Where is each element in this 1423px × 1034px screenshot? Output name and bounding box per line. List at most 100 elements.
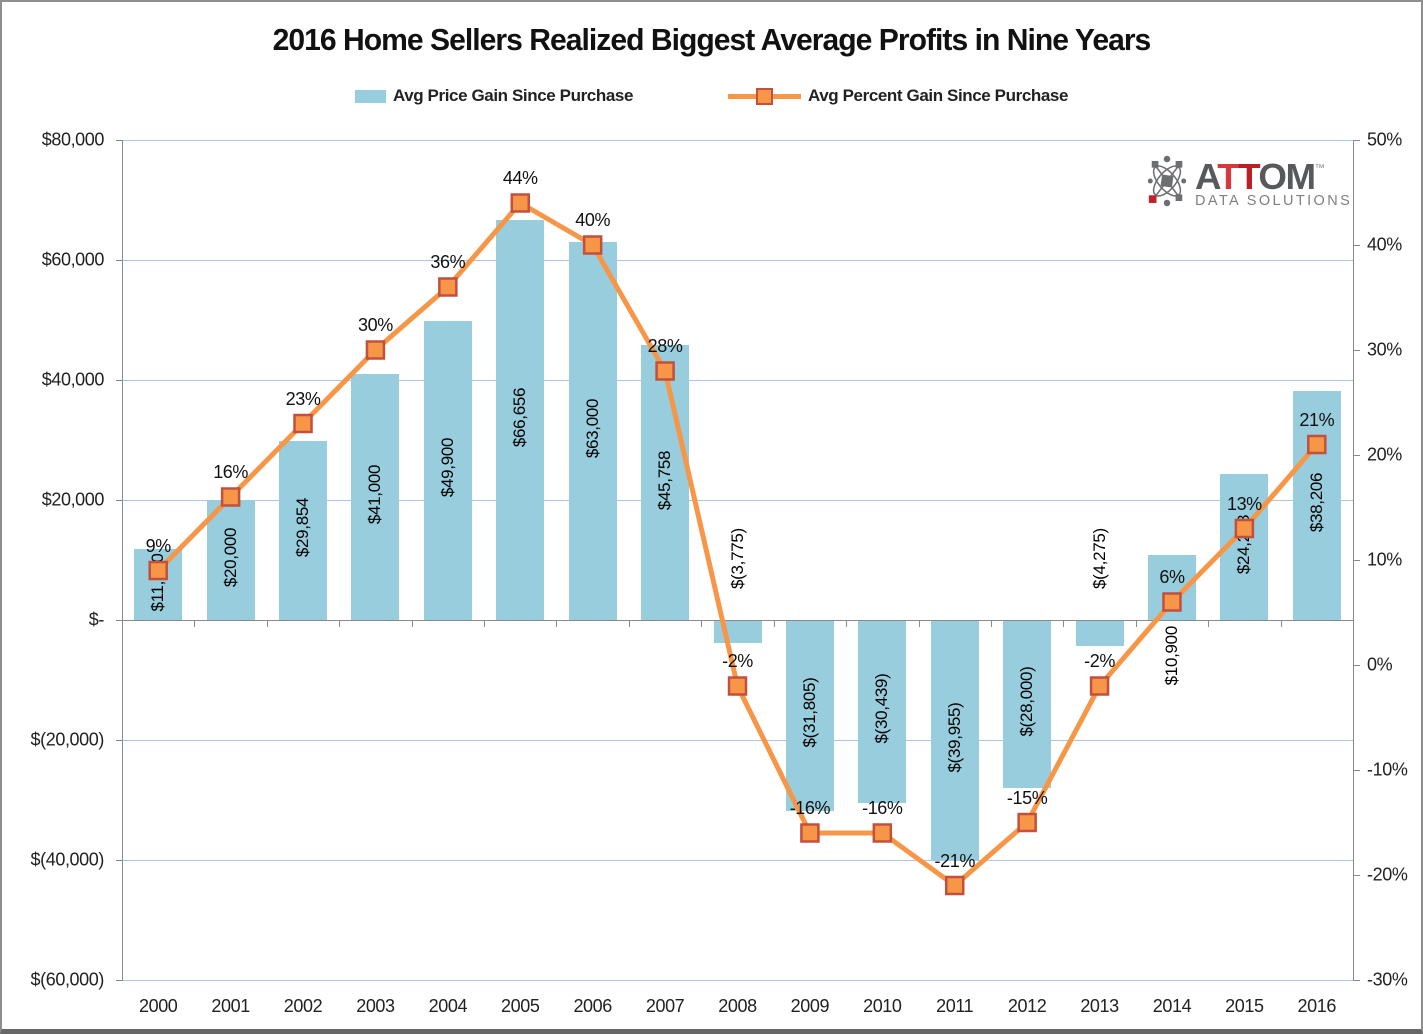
percent-marker-2008: [727, 676, 748, 696]
percent-label-2001: 16%: [213, 462, 249, 482]
bar-value-text: $66,656: [510, 387, 530, 448]
right-axis-label: 30%: [1367, 339, 1402, 360]
category-axis-tick: [701, 620, 703, 627]
left-axis-tick: [116, 740, 122, 741]
right-axis-label: 20%: [1367, 444, 1402, 465]
percent-marker-2011: [944, 875, 965, 896]
bar-value-text: $(39,955): [944, 702, 964, 773]
bar-value-text: $45,758: [655, 450, 675, 510]
bar-value-label-2015: $24,288: [1234, 515, 1254, 579]
percent-label-2004: 36%: [430, 252, 466, 272]
percent-marker-2003: [365, 340, 386, 360]
bar-value-label-2012: $(28,000): [1017, 666, 1037, 741]
bar-value-text: $49,900: [437, 438, 457, 498]
bar-2013: [1075, 620, 1124, 646]
line-swatch-marker: [756, 87, 773, 105]
x-axis-label-2012: 2012: [1007, 996, 1047, 1016]
x-axis-label-2000: 2000: [138, 996, 178, 1016]
gridline: [122, 380, 1353, 381]
bar-value-label-2009: $(31,805): [800, 678, 820, 753]
right-axis-tick: [1354, 245, 1360, 246]
bar-value-text: $29,854: [293, 498, 313, 558]
category-axis-tick: [556, 620, 558, 627]
bar-2008: [713, 620, 762, 643]
percent-label-2003: 30%: [358, 315, 393, 335]
bar-value-text: $24,288: [1234, 514, 1254, 575]
bar-value-label-2002: $29,854: [293, 498, 313, 562]
left-axis-tick: [116, 380, 122, 381]
category-axis-tick: [339, 620, 341, 627]
category-axis-tick: [1280, 620, 1282, 627]
x-axis-label-2007: 2007: [645, 996, 685, 1016]
bar-value-label-2006: $63,000: [583, 399, 603, 463]
right-axis-label: -20%: [1367, 864, 1408, 885]
left-axis-label: $(60,000): [30, 969, 105, 990]
right-axis-tick: [1354, 560, 1360, 561]
legend-item-price-gain: Avg Price Gain Since Purchase: [354, 86, 633, 106]
right-axis-tick: [1354, 770, 1360, 771]
right-axis-label: 40%: [1367, 234, 1402, 255]
bar-value-label-2000: $11,800: [148, 553, 168, 616]
legend: Avg Price Gain Since Purchase Avg Percen…: [0, 86, 1423, 106]
gridline: [122, 740, 1353, 741]
bar-value-text: $(31,805): [799, 677, 819, 748]
left-axis-tick: [116, 260, 122, 261]
gridline: [122, 140, 1353, 141]
bar-value-label-2001: $20,000: [221, 528, 241, 592]
bar-value-label-2007: $45,758: [655, 451, 675, 515]
percent-label-2000: 9%: [145, 535, 172, 556]
percent-label-2012: -15%: [1006, 787, 1048, 808]
percent-label-2005: 44%: [502, 168, 538, 188]
x-axis-label-2016: 2016: [1297, 996, 1337, 1016]
bar-value-text: $63,000: [582, 398, 602, 459]
x-axis-label-2002: 2002: [283, 996, 323, 1016]
percent-marker-2005: [510, 193, 531, 213]
x-axis-label-2014: 2014: [1152, 996, 1192, 1016]
right-axis-label: 10%: [1367, 549, 1402, 570]
gridline: [122, 860, 1353, 861]
right-axis-label: 0%: [1367, 654, 1393, 675]
right-axis-tick: [1354, 665, 1360, 666]
percent-label-2006: 40%: [575, 210, 611, 230]
percent-label-2014: 6%: [1159, 567, 1185, 587]
left-axis-label: $(20,000): [30, 729, 105, 750]
bar-series-swatch: [354, 89, 386, 103]
bar-value-label-2011: $(39,955): [945, 702, 965, 777]
left-axis-label: $60,000: [41, 249, 105, 270]
attom-wordmark: ATTOM™: [1195, 155, 1325, 197]
percent-label-2008: -2%: [722, 651, 753, 671]
left-axis-tick: [116, 500, 122, 501]
x-axis-label-2005: 2005: [501, 996, 540, 1016]
x-axis-label-2004: 2004: [428, 996, 468, 1016]
left-axis-tick: [116, 140, 122, 141]
x-axis-label-2013: 2013: [1080, 996, 1119, 1016]
percent-label-2015: 13%: [1226, 493, 1262, 514]
x-axis-label-2008: 2008: [718, 996, 757, 1016]
category-axis-tick: [990, 620, 992, 627]
x-axis-label-2009: 2009: [790, 996, 830, 1016]
percent-marker-2004: [438, 277, 458, 297]
bar-value-label-2016: $38,206: [1307, 473, 1327, 537]
percent-label-2009: -16%: [789, 798, 831, 818]
legend-label: Avg Percent Gain Since Purchase: [808, 86, 1069, 105]
bar-value-text: $(4,275): [1089, 528, 1109, 589]
legend-label: Avg Price Gain Since Purchase: [392, 86, 633, 105]
percent-marker-2013: [1089, 676, 1110, 696]
category-axis-tick: [194, 620, 196, 627]
category-axis-tick: [266, 620, 268, 627]
legend-item-percent-gain: Avg Percent Gain Since Purchase: [728, 86, 1068, 106]
percent-label-2016: 21%: [1299, 409, 1335, 430]
percent-marker-2012: [1017, 812, 1037, 833]
bar-value-label-2013: $(4,275): [1090, 528, 1110, 594]
percent-label-2007: 28%: [647, 336, 683, 356]
left-axis-tick: [116, 860, 122, 861]
bar-value-text: $(3,775): [727, 528, 747, 589]
category-axis-tick: [1135, 620, 1137, 627]
right-axis-tick: [1354, 875, 1360, 876]
category-axis-tick: [773, 620, 775, 627]
left-axis-tick: [116, 620, 122, 621]
percent-label-2010: -16%: [862, 798, 903, 818]
bar-value-text: $(28,000): [1017, 666, 1037, 737]
right-axis-tick: [1354, 455, 1360, 456]
attom-atom-icon: [1147, 155, 1187, 207]
